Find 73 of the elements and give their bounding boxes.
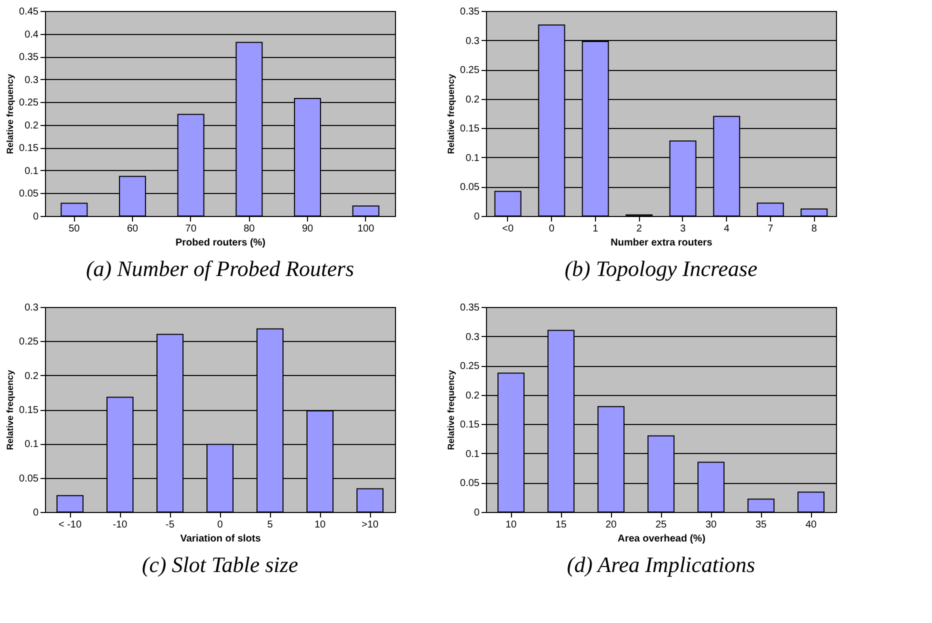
- text: (b) Topology Increase: [564, 256, 758, 281]
- x-tick-label: -10: [112, 520, 128, 530]
- x-tick-label: 5: [267, 520, 274, 530]
- x-axis-title: Probed routers (%): [175, 238, 266, 248]
- x-tick-label: -5: [166, 520, 175, 530]
- x-tick-label: 4: [724, 224, 730, 234]
- x-tick-label: 25: [655, 520, 667, 530]
- x-tick-label: 35: [755, 520, 767, 530]
- y-tick-label: 0.45: [19, 6, 39, 18]
- x-axis-title: Number extra routers: [610, 238, 713, 248]
- y-tick-label: 0.05: [19, 473, 39, 484]
- x-tick-label: 30: [705, 520, 717, 530]
- y-tick-label: 0.05: [460, 182, 480, 194]
- y-axis-title: Relative frequency: [5, 74, 16, 154]
- y-tick-label: 0.05: [460, 478, 480, 490]
- text: (a) Number of Probed Routers: [86, 256, 354, 281]
- text: (c) Slot Table size: [142, 552, 298, 577]
- y-tick-label: 0.15: [460, 420, 480, 431]
- x-tick-label: 90: [302, 224, 314, 234]
- y-tick-label: 0: [474, 508, 480, 518]
- y-tick-label: 0.2: [24, 120, 39, 132]
- y-tick-label: 0.15: [19, 405, 39, 416]
- y-tick-label: 0.1: [466, 152, 480, 164]
- y-tick-label: 0.25: [460, 65, 480, 76]
- x-tick-label: 10: [314, 520, 326, 530]
- y-tick-label: 0: [32, 508, 39, 518]
- x-tick-label: 100: [357, 224, 375, 234]
- y-tick-label: 0.2: [466, 390, 480, 402]
- x-tick-label: <0: [502, 224, 514, 234]
- x-tick-label: 40: [805, 520, 817, 530]
- y-tick-label: 0.35: [19, 52, 39, 64]
- x-tick-label: 15: [555, 520, 567, 530]
- y-axis-title: Relative frequency: [446, 74, 456, 154]
- x-tick-label: 80: [244, 224, 256, 234]
- y-tick-label: 0.05: [19, 188, 39, 200]
- x-tick-label: 0: [217, 520, 224, 530]
- x-tick-label: 2: [636, 224, 642, 234]
- y-tick-label: 0.25: [19, 336, 39, 348]
- y-tick-label: 0.15: [460, 124, 480, 135]
- y-tick-label: 0.3: [466, 36, 480, 47]
- y-tick-label: 0.3: [466, 332, 480, 343]
- x-tick-label: 0: [548, 224, 555, 234]
- y-tick-label: 0.1: [466, 448, 480, 460]
- x-tick-label: 8: [811, 224, 818, 234]
- x-axis-title: Variation of slots: [180, 534, 262, 544]
- x-tick-label: 20: [605, 520, 617, 530]
- y-tick-label: 0.3: [24, 74, 39, 86]
- y-tick-label: 0.25: [460, 361, 480, 372]
- x-tick-label: 1: [592, 224, 599, 234]
- text: (d) Area Implications: [566, 552, 756, 577]
- y-axis-title: Relative frequency: [5, 370, 16, 450]
- y-tick-label: 0.4: [24, 29, 39, 40]
- x-axis-title: Area overhead (%): [618, 534, 706, 544]
- y-tick-label: 0.15: [19, 143, 39, 154]
- y-tick-label: 0.35: [460, 6, 480, 18]
- y-tick-label: 0.25: [19, 98, 39, 109]
- x-tick-label: >10: [362, 520, 379, 530]
- y-tick-label: 0.2: [24, 370, 39, 382]
- y-tick-label: 0.2: [466, 94, 480, 106]
- y-tick-label: 0.35: [460, 302, 480, 314]
- x-tick-label: 3: [680, 224, 686, 234]
- y-tick-label: 0.1: [24, 166, 39, 177]
- y-axis-title: Relative frequency: [446, 370, 456, 450]
- y-tick-label: 0.3: [24, 302, 39, 314]
- x-tick-label: 10: [505, 520, 517, 530]
- x-tick-label: 7: [768, 224, 774, 234]
- x-tick-label: 60: [126, 224, 138, 234]
- x-tick-label: 50: [68, 224, 80, 234]
- x-tick-label: 70: [185, 224, 197, 234]
- y-tick-label: 0: [474, 212, 480, 222]
- x-tick-label: < -10: [58, 520, 82, 530]
- y-tick-label: 0: [32, 212, 39, 222]
- y-tick-label: 0.1: [24, 439, 39, 450]
